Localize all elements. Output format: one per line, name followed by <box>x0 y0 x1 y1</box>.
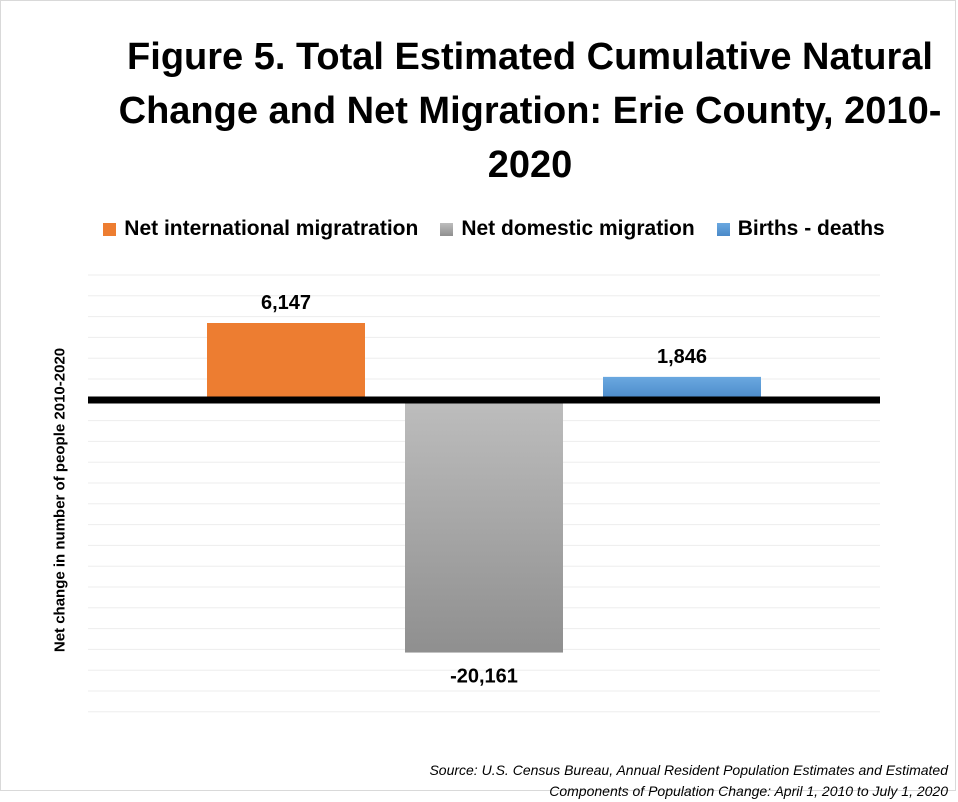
data-label: 1,846 <box>657 346 707 368</box>
bar-international <box>207 323 365 400</box>
source-note: Source: U.S. Census Bureau, Annual Resid… <box>248 760 948 802</box>
legend-label-international: Net international migratration <box>124 217 419 240</box>
legend-item-international: Net international migratration <box>103 217 418 241</box>
legend-swatch-domestic <box>440 222 454 236</box>
bar-domestic <box>405 400 563 653</box>
data-labels: 6,147 -20,161 1,846 <box>261 292 707 688</box>
legend-swatch-international <box>103 222 117 236</box>
source-line-1: Source: U.S. Census Bureau, Annual Resid… <box>429 762 948 778</box>
legend-label-domestic: Net domestic migration <box>461 217 695 240</box>
legend-item-domestic: Net domestic migration <box>440 217 695 241</box>
legend-label-births-deaths: Births - deaths <box>737 217 885 240</box>
data-label: -20,161 <box>450 666 518 688</box>
bars <box>207 323 761 653</box>
source-line-2: Components of Population Change: April 1… <box>549 783 948 799</box>
legend-swatch-births-deaths <box>716 222 730 236</box>
legend: Net international migratration Net domes… <box>0 217 958 241</box>
chart-title: Figure 5. Total Estimated Cumulative Nat… <box>118 36 942 186</box>
legend-item-births-deaths: Births - deaths <box>716 217 885 241</box>
data-label: 6,147 <box>261 292 311 314</box>
bar-births-deaths <box>603 376 761 400</box>
